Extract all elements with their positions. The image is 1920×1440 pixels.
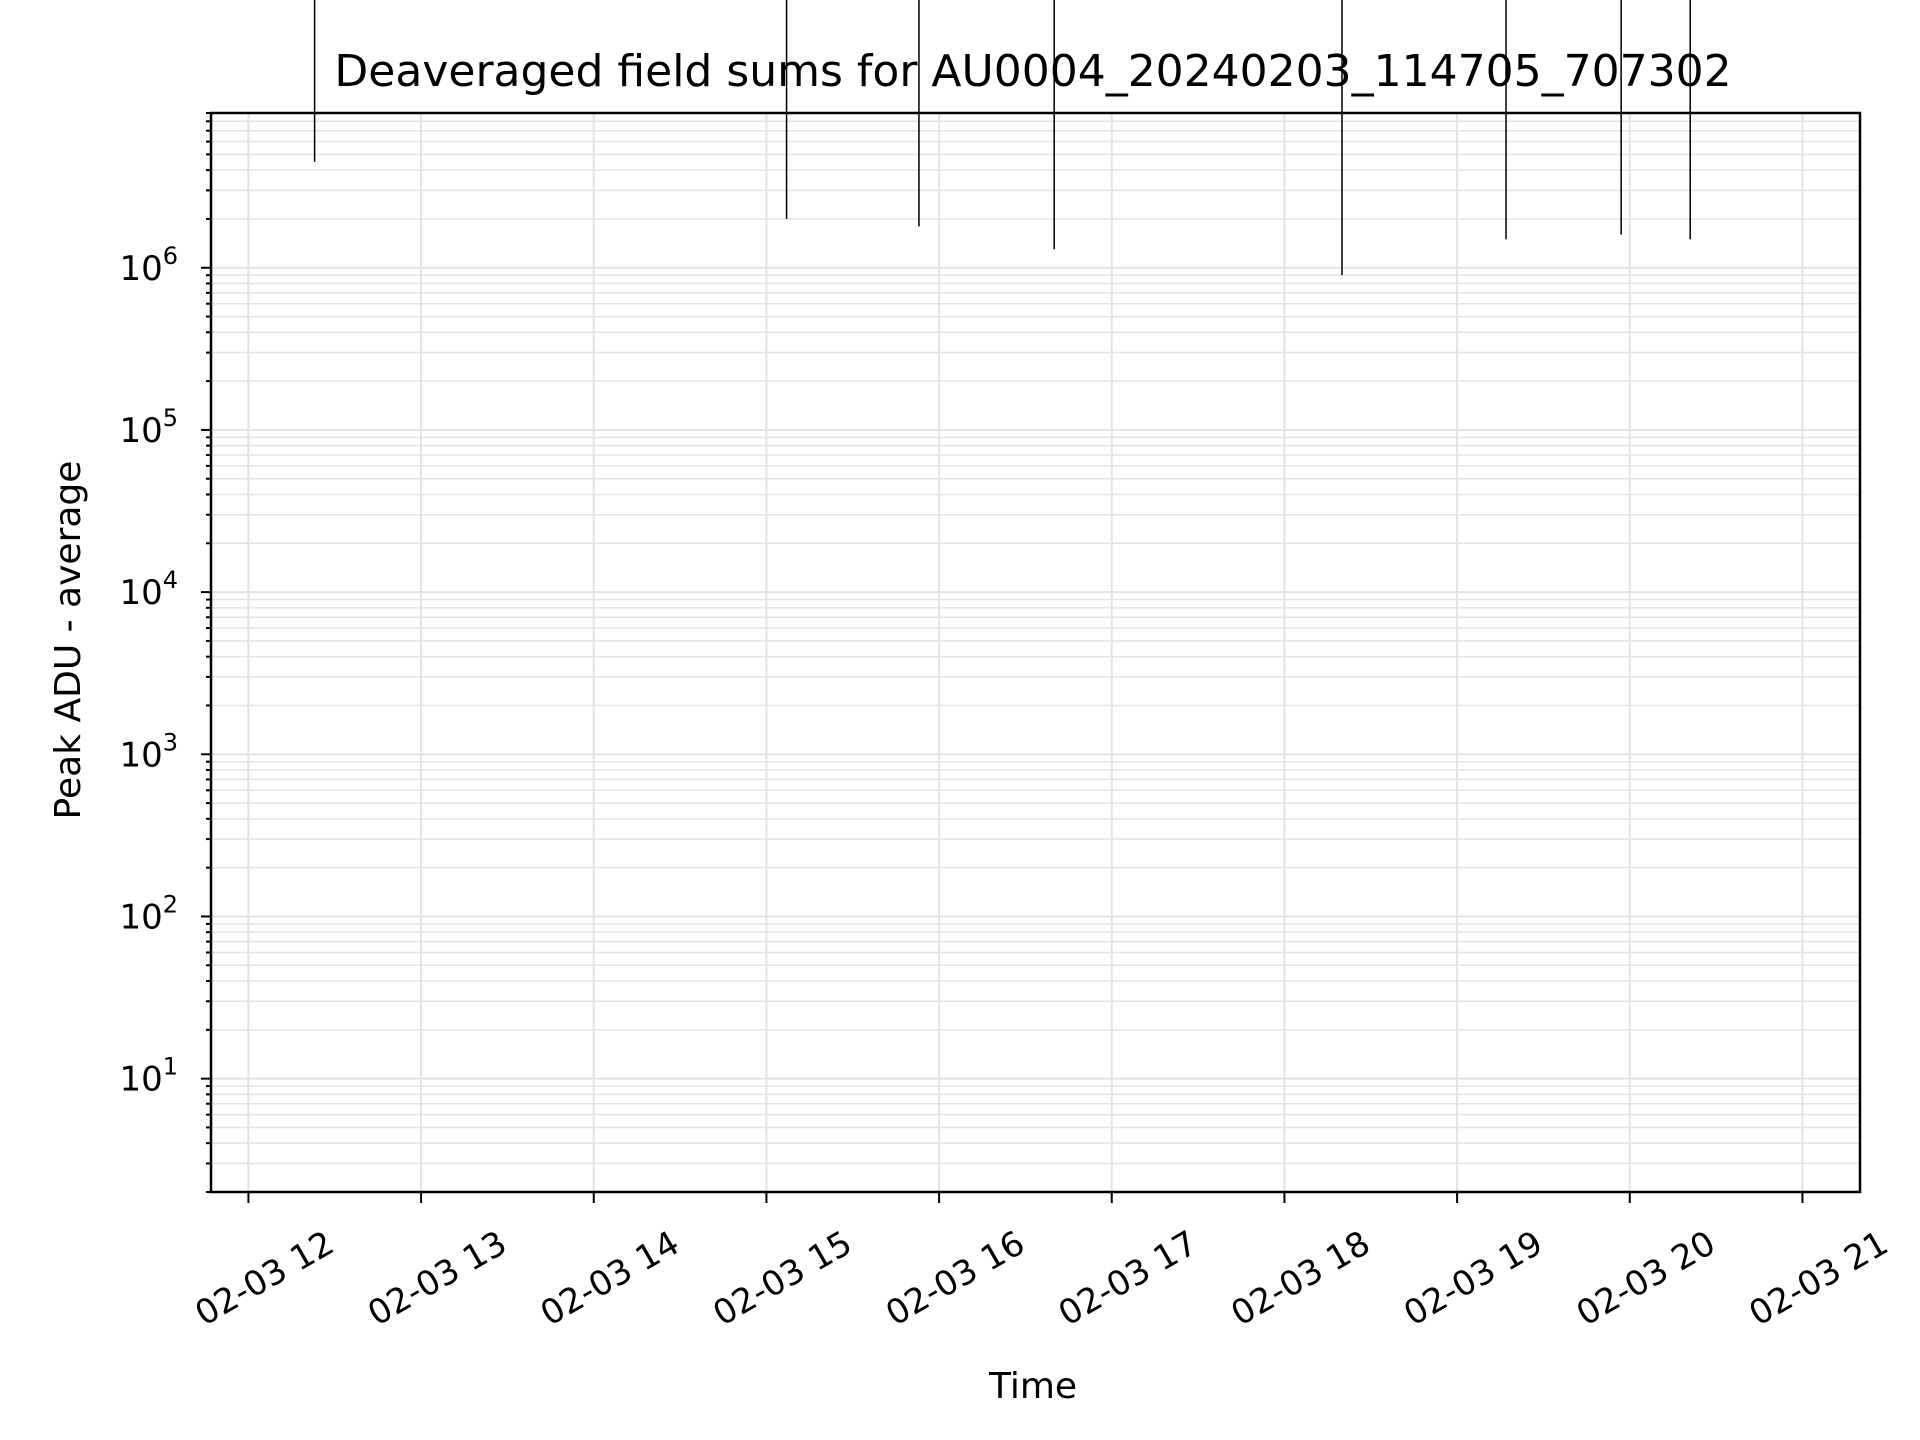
y-axis-title: Peak ADU - average <box>48 461 89 820</box>
x-axis-title: Time <box>988 1366 1077 1407</box>
plot-frame <box>209 111 1862 1194</box>
grid <box>211 112 1860 1193</box>
chart-title: Deaveraged field sums for AU0004_2024020… <box>334 46 1731 97</box>
y-tick-label: 105 <box>119 404 178 451</box>
y-tick-label: 104 <box>119 566 178 613</box>
y-tick-label: 102 <box>119 890 178 937</box>
y-tick-label: 101 <box>119 1053 178 1100</box>
y-tick-label: 106 <box>119 242 178 289</box>
y-tick-label: 103 <box>119 728 178 775</box>
